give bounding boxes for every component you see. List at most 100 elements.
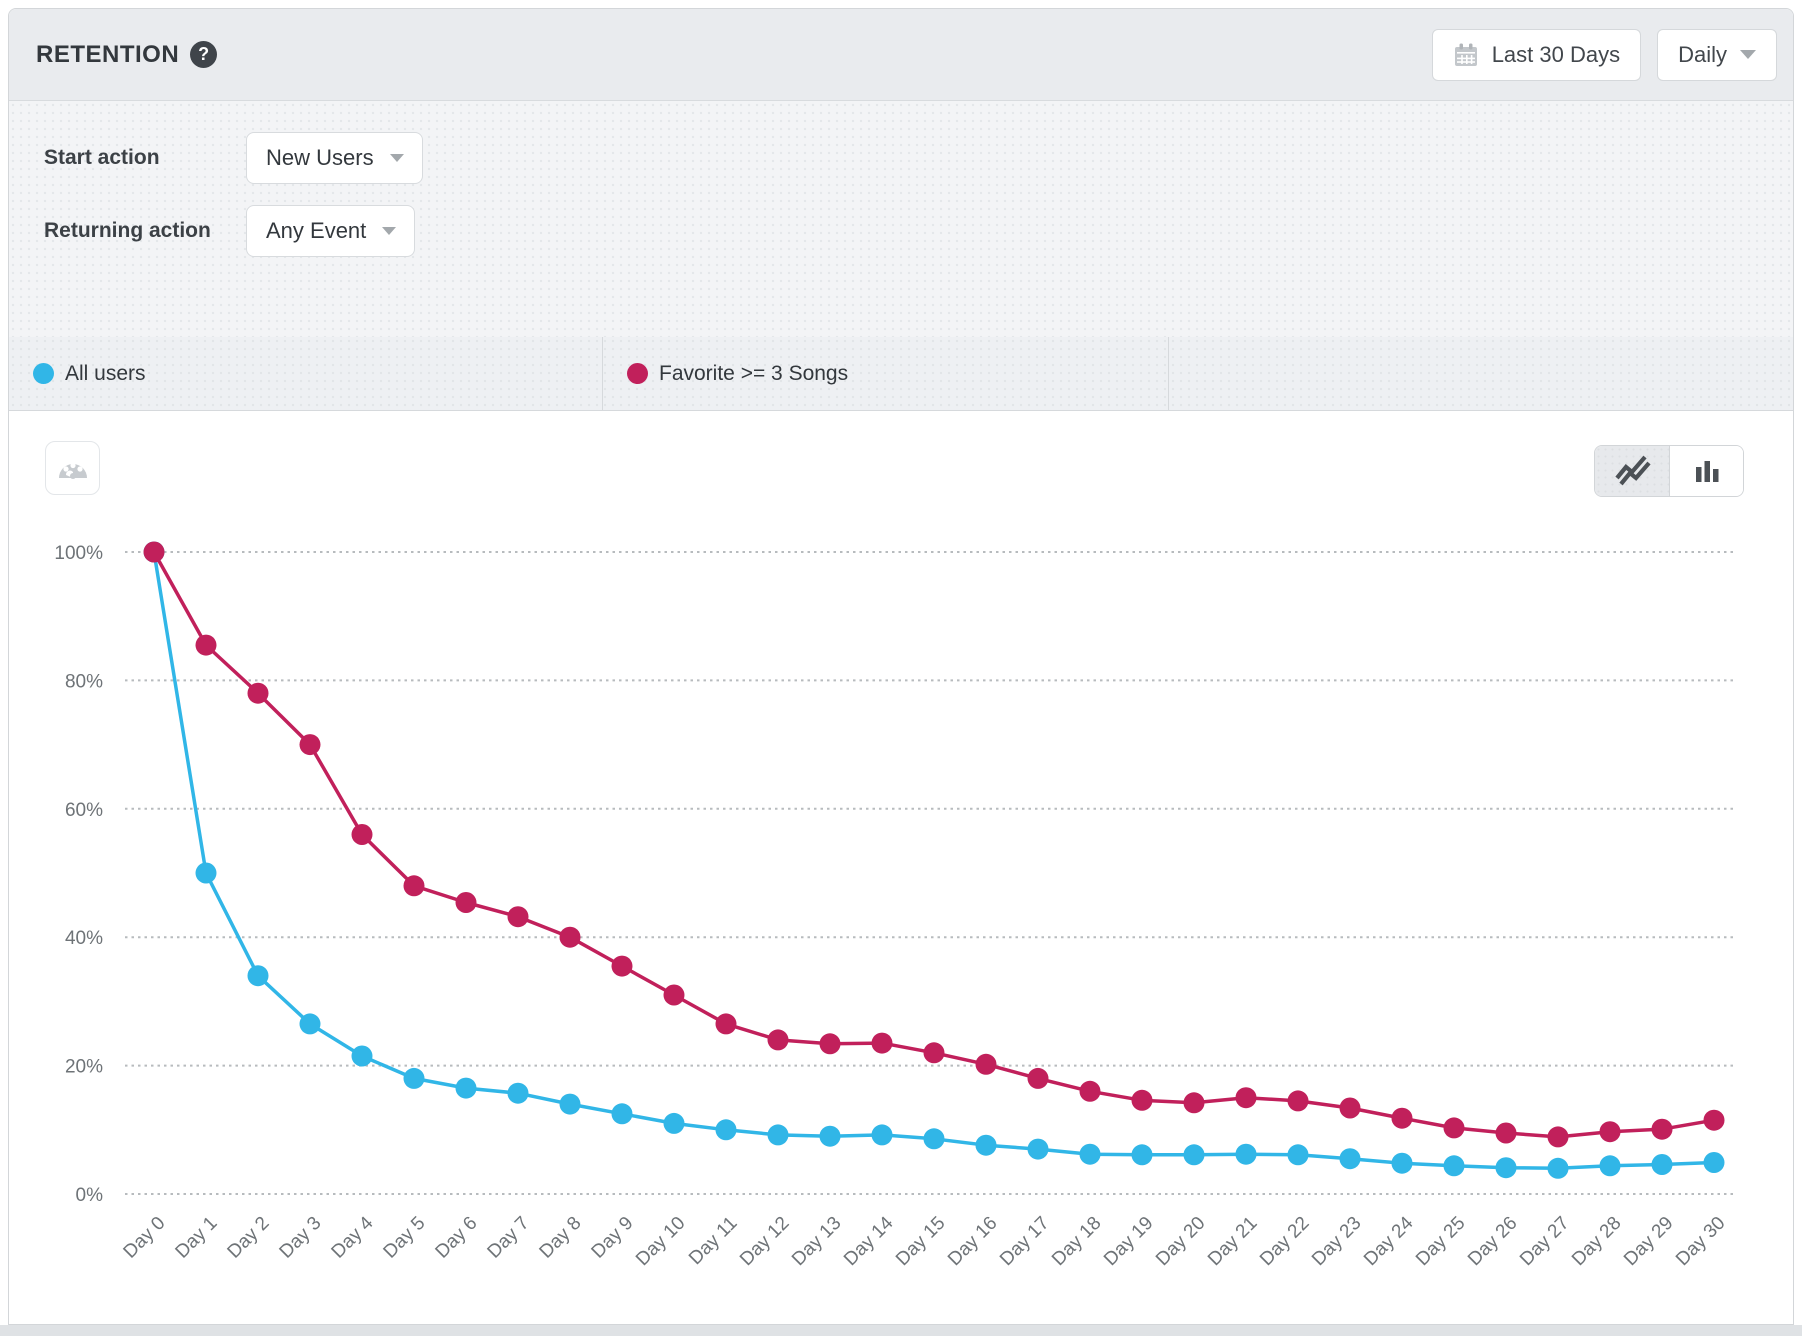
data-point[interactable] — [871, 1032, 893, 1054]
data-point[interactable] — [923, 1128, 945, 1150]
legend-tab-all-users[interactable]: All users — [9, 337, 603, 410]
y-axis-label: 0% — [76, 1185, 104, 1206]
chevron-down-icon — [382, 227, 397, 235]
x-axis-label: Day 14 — [840, 1212, 898, 1270]
data-point[interactable] — [1703, 1109, 1725, 1131]
data-point[interactable] — [767, 1029, 789, 1051]
data-point[interactable] — [507, 1082, 529, 1104]
data-point[interactable] — [1599, 1121, 1621, 1143]
data-point[interactable] — [1391, 1107, 1413, 1129]
data-point[interactable] — [247, 682, 269, 704]
data-point[interactable] — [663, 984, 685, 1006]
data-point[interactable] — [871, 1124, 893, 1146]
data-point[interactable] — [611, 955, 633, 977]
data-point[interactable] — [1547, 1157, 1569, 1179]
data-point[interactable] — [1235, 1087, 1257, 1109]
data-point[interactable] — [299, 1013, 321, 1035]
data-point[interactable] — [403, 875, 425, 897]
x-axis-label: Day 13 — [788, 1213, 845, 1270]
data-point[interactable] — [1339, 1148, 1361, 1170]
data-point[interactable] — [715, 1119, 737, 1141]
data-point[interactable] — [247, 965, 269, 987]
data-point[interactable] — [819, 1033, 841, 1055]
data-point[interactable] — [559, 926, 581, 948]
data-point[interactable] — [1391, 1152, 1413, 1174]
data-point[interactable] — [1443, 1155, 1465, 1177]
x-axis-label: Day 17 — [996, 1213, 1053, 1270]
data-point[interactable] — [559, 1093, 581, 1115]
data-point[interactable] — [1131, 1089, 1153, 1111]
data-point[interactable] — [1495, 1122, 1517, 1144]
data-point[interactable] — [1339, 1097, 1361, 1119]
data-point[interactable] — [663, 1112, 685, 1134]
start-action-row: Start action New Users — [44, 132, 1793, 184]
data-point[interactable] — [1079, 1080, 1101, 1102]
x-axis-label: Day 8 — [536, 1213, 586, 1263]
data-point[interactable] — [975, 1053, 997, 1075]
help-icon[interactable]: ? — [190, 41, 218, 68]
data-point[interactable] — [351, 824, 373, 845]
data-point[interactable] — [1651, 1118, 1673, 1140]
y-axis-label: 60% — [65, 800, 103, 821]
filters-section: Start action New Users Returning action … — [9, 101, 1793, 337]
returning-action-row: Returning action Any Event — [44, 205, 1793, 257]
x-axis-label: Day 28 — [1568, 1213, 1625, 1270]
data-point[interactable] — [195, 634, 217, 656]
data-point[interactable] — [195, 862, 217, 884]
data-point[interactable] — [1027, 1067, 1049, 1089]
x-axis-label: Day 20 — [1152, 1213, 1209, 1270]
data-point[interactable] — [923, 1042, 945, 1064]
data-point[interactable] — [1703, 1152, 1725, 1173]
granularity-dropdown[interactable]: Daily — [1657, 28, 1777, 81]
x-axis-label: Day 6 — [432, 1213, 482, 1263]
bar-chart-toggle[interactable] — [1669, 446, 1743, 496]
data-point[interactable] — [1599, 1155, 1621, 1177]
data-point[interactable] — [455, 892, 477, 913]
start-action-dropdown[interactable]: New Users — [246, 132, 423, 184]
data-point[interactable] — [507, 906, 529, 928]
chart-type-toggle — [1594, 445, 1744, 497]
data-point[interactable] — [1443, 1117, 1465, 1139]
series-color-dot-favorite-songs — [627, 363, 648, 384]
page-title: RETENTION — [36, 40, 180, 68]
data-point[interactable] — [715, 1013, 737, 1035]
data-point[interactable] — [1287, 1090, 1309, 1112]
data-point[interactable] — [1079, 1143, 1101, 1165]
data-point[interactable] — [1235, 1143, 1257, 1165]
page-bottom-strip — [0, 1325, 1802, 1336]
data-point[interactable] — [1131, 1144, 1153, 1166]
y-axis-label: 20% — [65, 1057, 103, 1078]
returning-action-dropdown[interactable]: Any Event — [246, 205, 416, 257]
data-point[interactable] — [351, 1045, 373, 1067]
returning-action-value: Any Event — [266, 218, 367, 243]
color-palette-button[interactable] — [45, 441, 100, 495]
data-point[interactable] — [1651, 1154, 1673, 1175]
data-point[interactable] — [611, 1103, 633, 1125]
data-point[interactable] — [1183, 1092, 1205, 1114]
data-point[interactable] — [455, 1077, 477, 1099]
data-point[interactable] — [975, 1134, 997, 1156]
x-axis-label: Day 21 — [1204, 1213, 1261, 1270]
x-axis-label: Day 29 — [1620, 1213, 1677, 1270]
data-point[interactable] — [1495, 1157, 1517, 1179]
data-point[interactable] — [819, 1125, 841, 1147]
chevron-down-icon — [389, 154, 404, 162]
data-point[interactable] — [1183, 1144, 1205, 1166]
data-point[interactable] — [403, 1067, 425, 1089]
chevron-down-icon — [1740, 50, 1756, 59]
data-point[interactable] — [1027, 1138, 1049, 1160]
data-point[interactable] — [1547, 1126, 1569, 1148]
retention-chart: 0%20%40%60%80%100%Day 0 Day 1 Day 2 Day 3 Da… — [54, 541, 1736, 1270]
start-action-value: New Users — [266, 145, 374, 170]
x-axis-label: Day 22 — [1256, 1213, 1313, 1270]
data-point[interactable] — [1287, 1144, 1309, 1166]
x-axis-label: Day 26 — [1464, 1213, 1521, 1270]
x-axis-label: Day 5 — [380, 1213, 430, 1263]
data-point[interactable] — [767, 1124, 789, 1146]
data-point[interactable] — [299, 734, 321, 756]
legend-tab-favorite-songs[interactable]: Favorite >= 3 Songs — [603, 337, 1169, 410]
date-range-button[interactable]: Last 30 Days — [1431, 28, 1642, 81]
data-point[interactable] — [143, 541, 165, 563]
line-chart-toggle[interactable] — [1595, 446, 1669, 496]
series-color-dot-all-users — [33, 363, 54, 384]
